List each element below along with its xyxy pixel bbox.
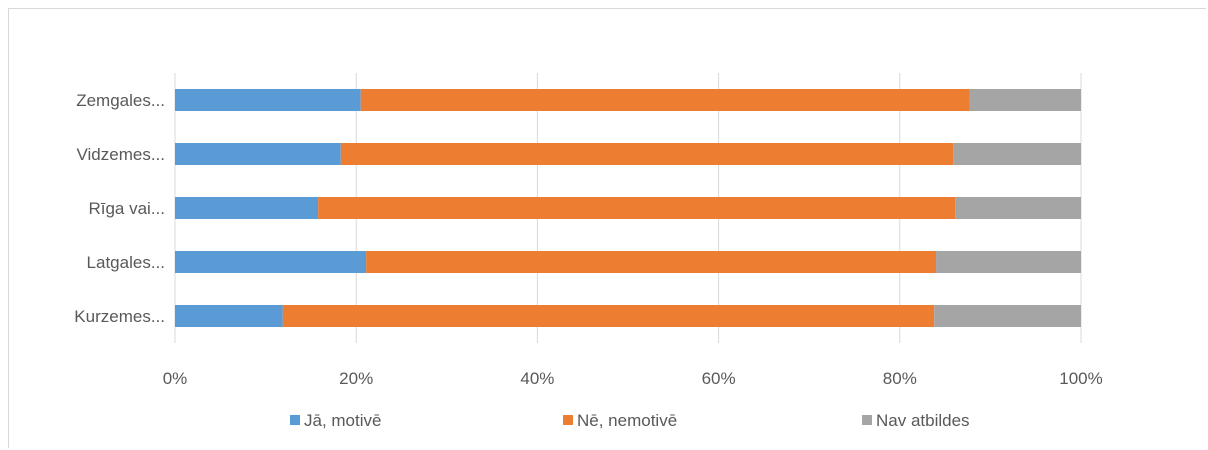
bar-segment (969, 89, 1081, 111)
bar-segment (282, 305, 935, 327)
category-label: Latgales... (87, 253, 165, 272)
bar-segment (175, 197, 319, 219)
legend-label: Nav atbildes (876, 411, 970, 430)
bar-segment (936, 251, 1081, 273)
bar-segment (366, 251, 937, 273)
category-label: Vidzemes... (76, 145, 165, 164)
x-tick-label: 100% (1059, 369, 1102, 388)
bar-segment (340, 143, 954, 165)
category-labels: Zemgales... Vidzemes... Rīga vai... Latgale… (74, 91, 165, 326)
legend-swatch (290, 415, 300, 425)
legend-label: Nē, nemotivē (577, 411, 677, 430)
legend-label: Jā, motivē (304, 411, 381, 430)
bar-segment (318, 197, 956, 219)
bar-segment (175, 305, 283, 327)
category-label: Rīga vai... (88, 199, 165, 218)
bar-segment (175, 143, 341, 165)
bar-segment (955, 197, 1081, 219)
bars (175, 89, 1081, 327)
x-tick-label: 80% (883, 369, 917, 388)
legend: Jā, motivē Nē, nemotivē Nav atbildes (290, 411, 970, 430)
bar-segment (953, 143, 1081, 165)
bar-segment (360, 89, 970, 111)
x-tick-labels: 0% 20% 40% 60% 80% 100% (163, 369, 1103, 388)
legend-swatch (862, 415, 872, 425)
category-label: Kurzemes... (74, 307, 165, 326)
bar-segment (175, 89, 361, 111)
bar-segment (934, 305, 1081, 327)
category-label: Zemgales... (76, 91, 165, 110)
x-tick-label: 0% (163, 369, 188, 388)
x-tick-label: 20% (339, 369, 373, 388)
x-tick-label: 40% (520, 369, 554, 388)
chart-frame (8, 8, 1206, 448)
bar-segment (175, 251, 367, 273)
x-tick-label: 60% (702, 369, 736, 388)
legend-swatch (563, 415, 573, 425)
